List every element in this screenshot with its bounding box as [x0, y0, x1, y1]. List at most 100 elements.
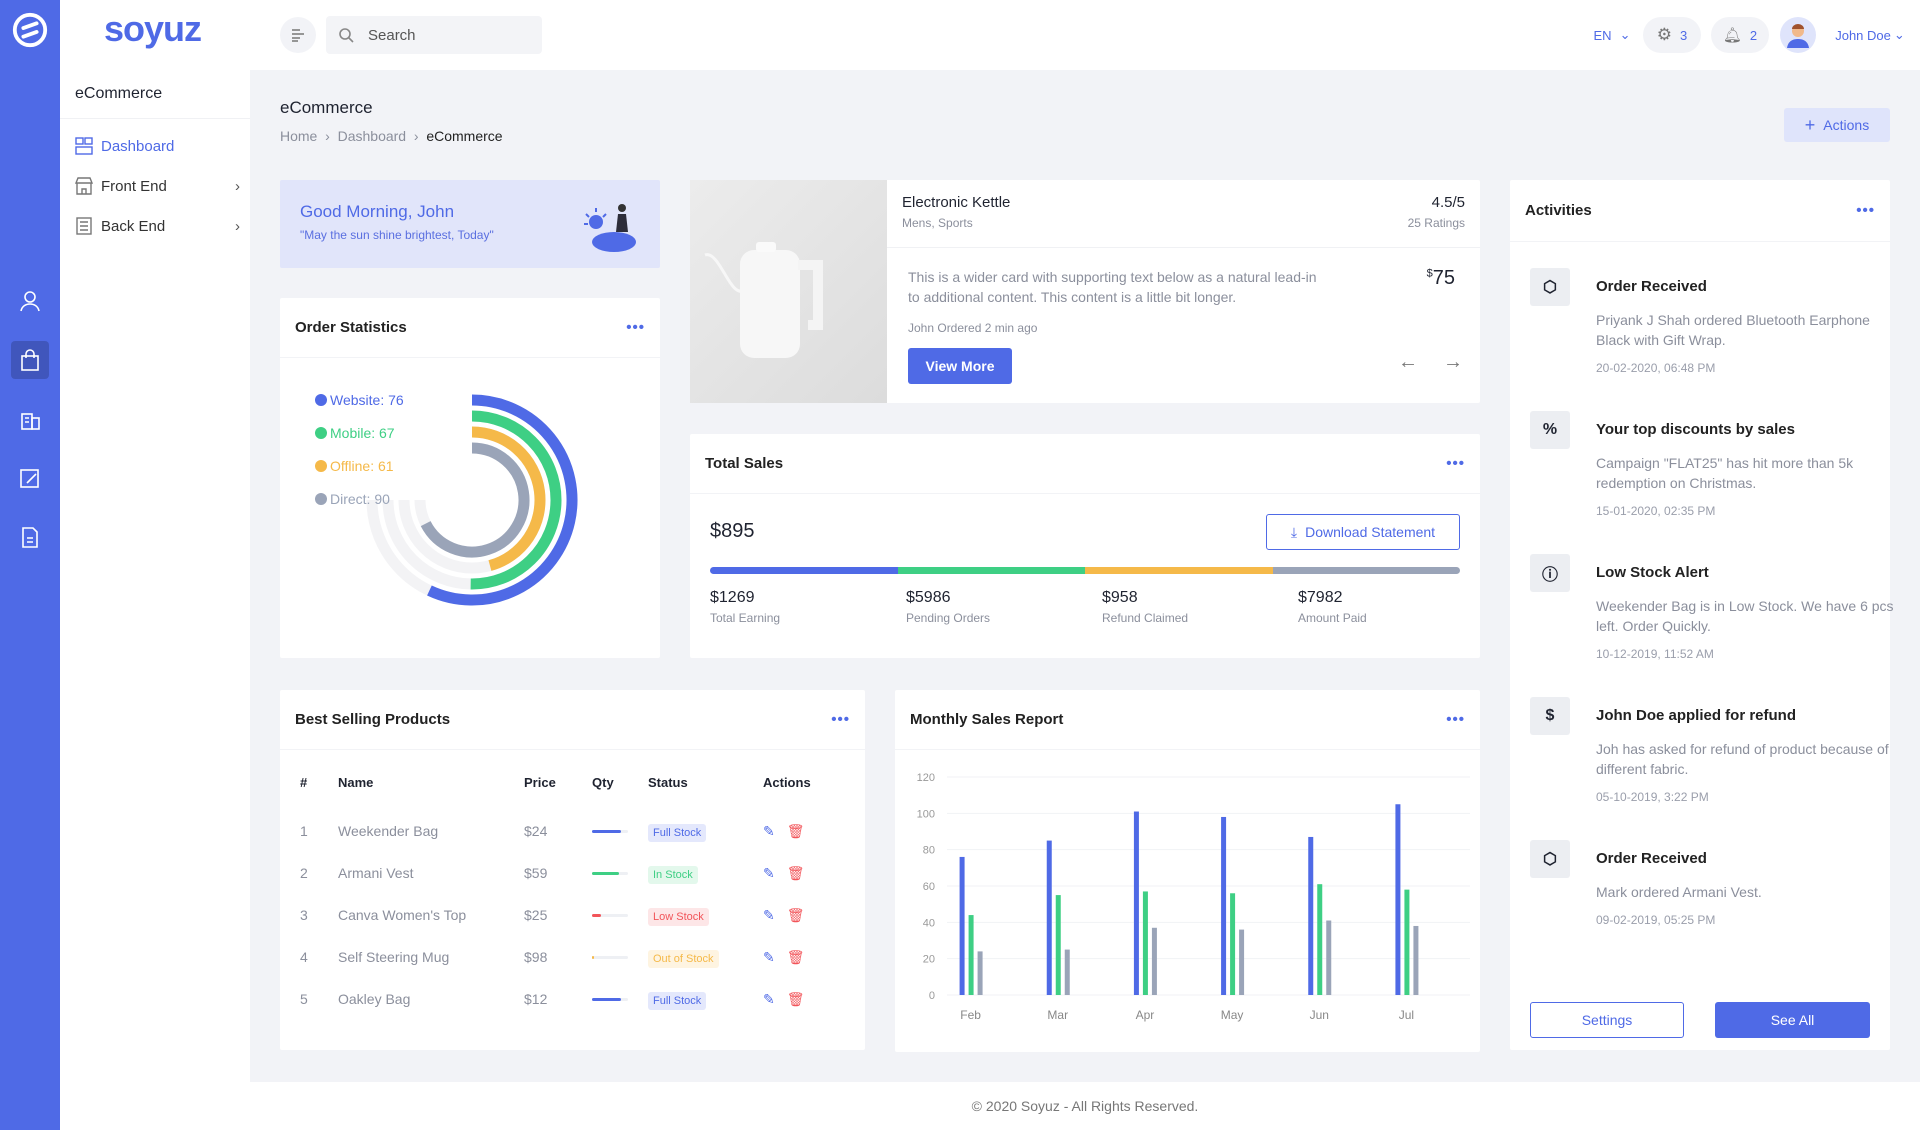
app-logo-icon[interactable]	[11, 11, 49, 49]
trash-icon[interactable]: 🗑︎	[786, 948, 805, 965]
user-icon[interactable]	[11, 282, 49, 320]
table-row: 5 Oakley Bag $12 Full Stock ✎ 🗑︎	[300, 978, 840, 1020]
legend-item[interactable]: Website: 76	[315, 384, 404, 417]
legend-item[interactable]: Mobile: 67	[315, 417, 404, 450]
bar	[1413, 925, 1419, 995]
shopping-bag-icon[interactable]	[11, 341, 49, 379]
more-icon[interactable]: •••	[626, 319, 645, 336]
edit-icon[interactable]	[11, 459, 49, 497]
bar	[1151, 927, 1157, 995]
qty-bar	[592, 829, 628, 833]
notifications-button[interactable]: 🔔︎ 2	[1711, 17, 1769, 53]
qty-bar	[592, 955, 628, 959]
more-icon[interactable]: •••	[1446, 711, 1465, 728]
bar	[959, 856, 965, 995]
view-more-button[interactable]: View More	[908, 348, 1012, 384]
greeting-card: Good Morning, John "May the sun shine br…	[280, 180, 660, 268]
x-tick-label: Jun	[1310, 1008, 1329, 1022]
edit-icon[interactable]: ✎	[763, 864, 775, 881]
qty-bar	[592, 871, 628, 875]
product-category: Mens, Sports	[902, 216, 973, 230]
sales-progress-bar	[710, 567, 1460, 574]
chevron-right-icon: ›	[235, 217, 240, 235]
edit-icon[interactable]: ✎	[763, 822, 775, 839]
more-icon[interactable]: •••	[1856, 202, 1875, 219]
download-statement-button[interactable]: ⤓ Download Statement	[1266, 514, 1460, 550]
alert-icon: ⓘ	[1530, 554, 1570, 592]
download-icon: ⤓	[1290, 523, 1298, 540]
activities-card: Activities ••• ⬡ Order Received Priyank J S…	[1510, 180, 1894, 1050]
search-icon	[339, 28, 354, 43]
search-box[interactable]: Search	[326, 16, 542, 54]
sidebar-section-title: eCommerce	[75, 85, 163, 102]
column-header: Qty	[592, 775, 614, 790]
trash-icon[interactable]: 🗑︎	[786, 990, 805, 1007]
chevron-down-icon: ⌄	[1619, 27, 1631, 42]
bar	[977, 951, 983, 995]
bar	[1221, 816, 1227, 995]
legend-item[interactable]: Offline: 61	[315, 450, 404, 483]
box-icon: ⬡	[1530, 268, 1570, 306]
user-menu[interactable]: John Doe ⌄	[1835, 27, 1905, 43]
total-sales-card: Total Sales ••• $895 ⤓ Download Statement …	[690, 434, 1480, 658]
edit-icon[interactable]: ✎	[763, 948, 775, 965]
trash-icon[interactable]: 🗑︎	[786, 822, 805, 839]
sidebar-item-dashboard[interactable]: Dashboard	[75, 131, 240, 161]
document-icon	[76, 217, 92, 235]
page-title: eCommerce	[280, 98, 373, 117]
table-row: 4 Self Steering Mug $98 Out of Stock ✎ 🗑︎	[300, 936, 840, 978]
sidebar-item-back-end[interactable]: Back End ›	[75, 211, 240, 241]
status-badge: Low Stock	[648, 908, 709, 926]
arrow-left-icon[interactable]: ←	[1398, 351, 1418, 373]
bar	[1064, 949, 1070, 995]
dashboard-icon	[75, 137, 93, 155]
edit-icon[interactable]: ✎	[763, 990, 775, 1007]
building-icon[interactable]	[11, 400, 49, 438]
chevron-right-icon: ›	[235, 177, 240, 195]
actions-button[interactable]: + Actions	[1784, 108, 1890, 142]
legend-item[interactable]: Direct: 90	[315, 483, 404, 516]
edit-icon[interactable]: ✎	[763, 906, 775, 923]
order-info: John Ordered 2 min ago	[908, 321, 1038, 335]
see-all-button[interactable]: See All	[1715, 1002, 1870, 1038]
more-icon[interactable]: •••	[831, 711, 850, 728]
search-input[interactable]: Search	[368, 26, 416, 44]
card-title: Total Sales	[705, 455, 784, 472]
breadcrumb-home[interactable]: Home	[280, 128, 318, 144]
x-tick-label: Jul	[1399, 1008, 1414, 1022]
trash-icon[interactable]: 🗑︎	[786, 864, 805, 881]
product-rating: 4.5/5	[1431, 194, 1465, 211]
breadcrumb-dashboard[interactable]: Dashboard	[337, 128, 407, 144]
ring-mobile	[470, 410, 562, 590]
column-header: Status	[648, 775, 688, 790]
column-header: Name	[338, 775, 374, 790]
breadcrumb: Home › Dashboard › eCommerce	[280, 128, 503, 144]
bar	[1133, 811, 1139, 995]
greeting-title: Good Morning, John	[300, 202, 455, 221]
settings-button[interactable]: ⚙ 3	[1643, 17, 1701, 53]
settings-button[interactable]: Settings	[1530, 1002, 1684, 1038]
best-selling-card: Best Selling Products ••• # Name Price Qty St…	[280, 690, 865, 1050]
trash-icon[interactable]: 🗑︎	[786, 906, 805, 923]
y-tick-label: 100	[917, 808, 935, 820]
store-icon	[75, 177, 93, 195]
menu-toggle-icon[interactable]	[280, 17, 316, 53]
breadcrumb-current: eCommerce	[426, 128, 503, 144]
arrow-right-icon[interactable]: →	[1443, 351, 1463, 373]
language-dropdown[interactable]: EN ⌄	[1593, 27, 1631, 43]
logo[interactable]: soyuz	[104, 8, 202, 49]
bar-chart: 0 20 40 60 80 100 120 Feb Mar Apr May Jun Jul	[917, 772, 1470, 1022]
footer: © 2020 Soyuz - All Rights Reserved.	[250, 1082, 1920, 1130]
avatar[interactable]	[1780, 17, 1816, 53]
file-icon[interactable]	[11, 518, 49, 556]
ring-offline	[471, 426, 546, 571]
qty-bar	[592, 913, 628, 917]
bar	[1326, 920, 1332, 995]
sales-stat: $1269 Total Earning	[710, 589, 781, 625]
topbar: Search EN ⌄ ⚙ 3 🔔︎ 2 John Doe ⌄	[250, 0, 1920, 70]
more-icon[interactable]: •••	[1446, 455, 1465, 472]
sales-stat: $7982 Amount Paid	[1298, 589, 1367, 625]
sidebar-item-front-end[interactable]: Front End ›	[75, 171, 240, 201]
column-header: #	[300, 775, 308, 790]
card-title: Order Statistics	[295, 319, 407, 336]
